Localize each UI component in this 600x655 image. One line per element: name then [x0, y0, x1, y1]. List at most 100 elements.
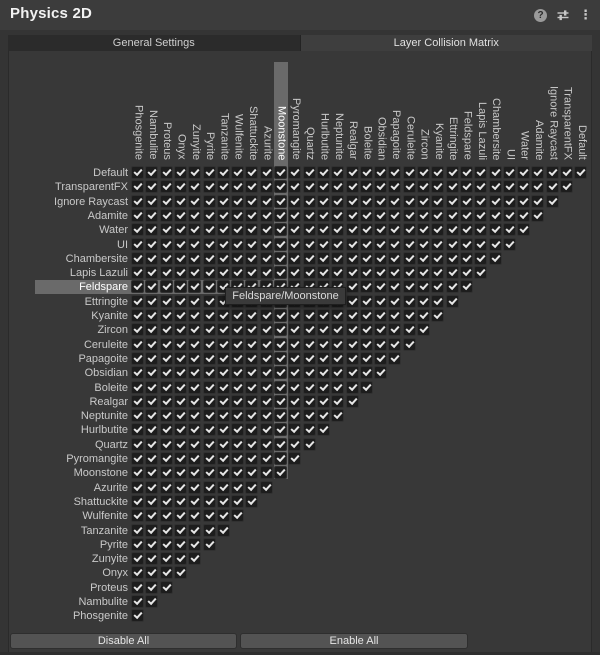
kebab-menu-icon[interactable]: ⋮: [579, 7, 592, 22]
collision-checkbox-hurlbutite-x-shattuckite[interactable]: [245, 423, 259, 437]
collision-checkbox-moonstone-x-phosgenite[interactable]: [131, 466, 144, 480]
collision-checkbox-realgar-x-pyrite[interactable]: [202, 394, 216, 408]
collision-checkbox-boleite-x-proteus[interactable]: [159, 380, 173, 394]
collision-checkbox-papagoite-x-phosgenite[interactable]: [131, 351, 144, 365]
collision-checkbox-adamite-x-kyanite[interactable]: [431, 208, 445, 222]
collision-checkbox-transparentfx-x-water[interactable]: [517, 180, 531, 194]
collision-checkbox-transparentfx-x-lapis-lazuli[interactable]: [474, 180, 488, 194]
collision-checkbox-kyanite-x-papagoite[interactable]: [388, 309, 402, 322]
collision-checkbox-chambersite-x-pyrite[interactable]: [202, 251, 216, 265]
collision-checkbox-ettringite-x-kyanite[interactable]: [431, 294, 445, 308]
collision-checkbox-transparentfx-x-realgar[interactable]: [345, 180, 359, 194]
collision-checkbox-ui-x-tanzanite[interactable]: [216, 237, 230, 251]
collision-checkbox-boleite-x-boleite[interactable]: [359, 380, 373, 394]
collision-checkbox-ui-x-feldspare[interactable]: [459, 237, 473, 251]
help-icon[interactable]: ?: [534, 8, 547, 22]
collision-checkbox-zircon-x-onyx[interactable]: [173, 323, 187, 337]
collision-checkbox-ettringite-x-zunyite[interactable]: [188, 294, 202, 308]
collision-checkbox-ettringite-x-realgar[interactable]: [345, 294, 359, 308]
collision-checkbox-feldspare-x-nambulite[interactable]: [145, 280, 159, 294]
collision-checkbox-default-x-neptunite[interactable]: [331, 166, 345, 179]
collision-checkbox-zircon-x-obsidian[interactable]: [374, 323, 388, 337]
collision-checkbox-water-x-quartz[interactable]: [302, 223, 316, 237]
collision-checkbox-ceruleite-x-neptunite[interactable]: [331, 337, 345, 351]
collision-checkbox-chambersite-x-ettringite[interactable]: [445, 251, 459, 265]
collision-checkbox-pyromangite-x-tanzanite[interactable]: [216, 452, 230, 465]
collision-checkbox-adamite-x-nambulite[interactable]: [145, 208, 159, 222]
collision-checkbox-zircon-x-boleite[interactable]: [359, 323, 373, 337]
collision-checkbox-ui-x-pyrite[interactable]: [202, 237, 216, 251]
collision-checkbox-realgar-x-neptunite[interactable]: [331, 394, 345, 408]
collision-checkbox-lapis-lazuli-x-papagoite[interactable]: [388, 266, 402, 280]
collision-checkbox-default-x-water[interactable]: [517, 166, 531, 179]
collision-checkbox-transparentfx-x-hurlbutite[interactable]: [316, 180, 330, 194]
collision-checkbox-realgar-x-tanzanite[interactable]: [216, 394, 230, 408]
collision-checkbox-transparentfx-x-azurite[interactable]: [259, 180, 273, 194]
collision-checkbox-transparentfx-x-ignore-raycast[interactable]: [545, 180, 559, 194]
collision-checkbox-obsidian-x-nambulite[interactable]: [145, 366, 159, 380]
collision-checkbox-feldspare-x-ceruleite[interactable]: [402, 280, 416, 294]
collision-checkbox-kyanite-x-hurlbutite[interactable]: [316, 309, 330, 322]
collision-checkbox-ettringite-x-onyx[interactable]: [173, 294, 187, 308]
collision-checkbox-water-x-azurite[interactable]: [259, 223, 273, 237]
collision-checkbox-feldspare-x-pyrite[interactable]: [202, 280, 216, 294]
collision-checkbox-kyanite-x-moonstone[interactable]: [274, 309, 287, 322]
collision-checkbox-water-x-papagoite[interactable]: [388, 223, 402, 237]
collision-checkbox-ceruleite-x-realgar[interactable]: [345, 337, 359, 351]
collision-checkbox-moonstone-x-zunyite[interactable]: [188, 466, 202, 480]
collision-checkbox-wulfenite-x-onyx[interactable]: [173, 509, 187, 523]
collision-checkbox-adamite-x-tanzanite[interactable]: [216, 208, 230, 222]
collision-checkbox-water-x-nambulite[interactable]: [145, 223, 159, 237]
collision-checkbox-ceruleite-x-pyromangite[interactable]: [288, 337, 302, 351]
collision-checkbox-quartz-x-nambulite[interactable]: [145, 437, 159, 451]
collision-checkbox-default-x-boleite[interactable]: [359, 166, 373, 179]
collision-checkbox-ignore-raycast-x-water[interactable]: [517, 194, 531, 208]
collision-checkbox-ignore-raycast-x-ceruleite[interactable]: [402, 194, 416, 208]
collision-checkbox-chambersite-x-feldspare[interactable]: [459, 251, 473, 265]
collision-checkbox-default-x-lapis-lazuli[interactable]: [474, 166, 488, 179]
collision-checkbox-ettringite-x-boleite[interactable]: [359, 294, 373, 308]
collision-checkbox-feldspare-x-obsidian[interactable]: [374, 280, 388, 294]
collision-checkbox-ceruleite-x-phosgenite[interactable]: [131, 337, 144, 351]
collision-checkbox-ui-x-lapis-lazuli[interactable]: [474, 237, 488, 251]
collision-checkbox-ceruleite-x-shattuckite[interactable]: [245, 337, 259, 351]
collision-checkbox-neptunite-x-neptunite[interactable]: [331, 409, 345, 423]
collision-checkbox-papagoite-x-tanzanite[interactable]: [216, 351, 230, 365]
collision-checkbox-default-x-ceruleite[interactable]: [402, 166, 416, 179]
collision-checkbox-papagoite-x-papagoite[interactable]: [388, 351, 402, 365]
collision-checkbox-azurite-x-proteus[interactable]: [159, 480, 173, 494]
collision-checkbox-kyanite-x-boleite[interactable]: [359, 309, 373, 322]
collision-checkbox-pyrite-x-proteus[interactable]: [159, 537, 173, 551]
collision-checkbox-wulfenite-x-tanzanite[interactable]: [216, 509, 230, 523]
collision-checkbox-chambersite-x-phosgenite[interactable]: [131, 251, 144, 265]
collision-checkbox-kyanite-x-wulfenite[interactable]: [231, 309, 245, 322]
collision-checkbox-kyanite-x-tanzanite[interactable]: [216, 309, 230, 322]
collision-checkbox-chambersite-x-papagoite[interactable]: [388, 251, 402, 265]
collision-checkbox-default-x-wulfenite[interactable]: [231, 166, 245, 179]
collision-checkbox-pyrite-x-phosgenite[interactable]: [131, 537, 144, 551]
collision-checkbox-quartz-x-zunyite[interactable]: [188, 437, 202, 451]
collision-checkbox-neptunite-x-pyromangite[interactable]: [288, 409, 302, 423]
collision-checkbox-tanzanite-x-nambulite[interactable]: [145, 523, 159, 537]
collision-checkbox-onyx-x-phosgenite[interactable]: [131, 566, 144, 580]
collision-checkbox-adamite-x-hurlbutite[interactable]: [316, 208, 330, 222]
collision-checkbox-papagoite-x-realgar[interactable]: [345, 351, 359, 365]
collision-checkbox-kyanite-x-azurite[interactable]: [259, 309, 273, 322]
collision-checkbox-transparentfx-x-zircon[interactable]: [417, 180, 430, 194]
collision-checkbox-papagoite-x-zunyite[interactable]: [188, 351, 202, 365]
collision-checkbox-default-x-ignore-raycast[interactable]: [545, 166, 559, 179]
collision-checkbox-onyx-x-nambulite[interactable]: [145, 566, 159, 580]
collision-checkbox-zunyite-x-zunyite[interactable]: [188, 552, 202, 566]
collision-checkbox-hurlbutite-x-pyrite[interactable]: [202, 423, 216, 437]
collision-checkbox-hurlbutite-x-moonstone[interactable]: [274, 423, 287, 437]
collision-checkbox-boleite-x-pyrite[interactable]: [202, 380, 216, 394]
collision-checkbox-wulfenite-x-nambulite[interactable]: [145, 509, 159, 523]
collision-checkbox-feldspare-x-kyanite[interactable]: [431, 280, 445, 294]
collision-checkbox-obsidian-x-phosgenite[interactable]: [131, 366, 144, 380]
collision-checkbox-hurlbutite-x-onyx[interactable]: [173, 423, 187, 437]
collision-checkbox-water-x-kyanite[interactable]: [431, 223, 445, 237]
collision-checkbox-lapis-lazuli-x-onyx[interactable]: [173, 266, 187, 280]
collision-checkbox-boleite-x-azurite[interactable]: [259, 380, 273, 394]
collision-checkbox-lapis-lazuli-x-moonstone[interactable]: [274, 266, 287, 280]
collision-checkbox-ignore-raycast-x-moonstone[interactable]: [274, 194, 287, 208]
